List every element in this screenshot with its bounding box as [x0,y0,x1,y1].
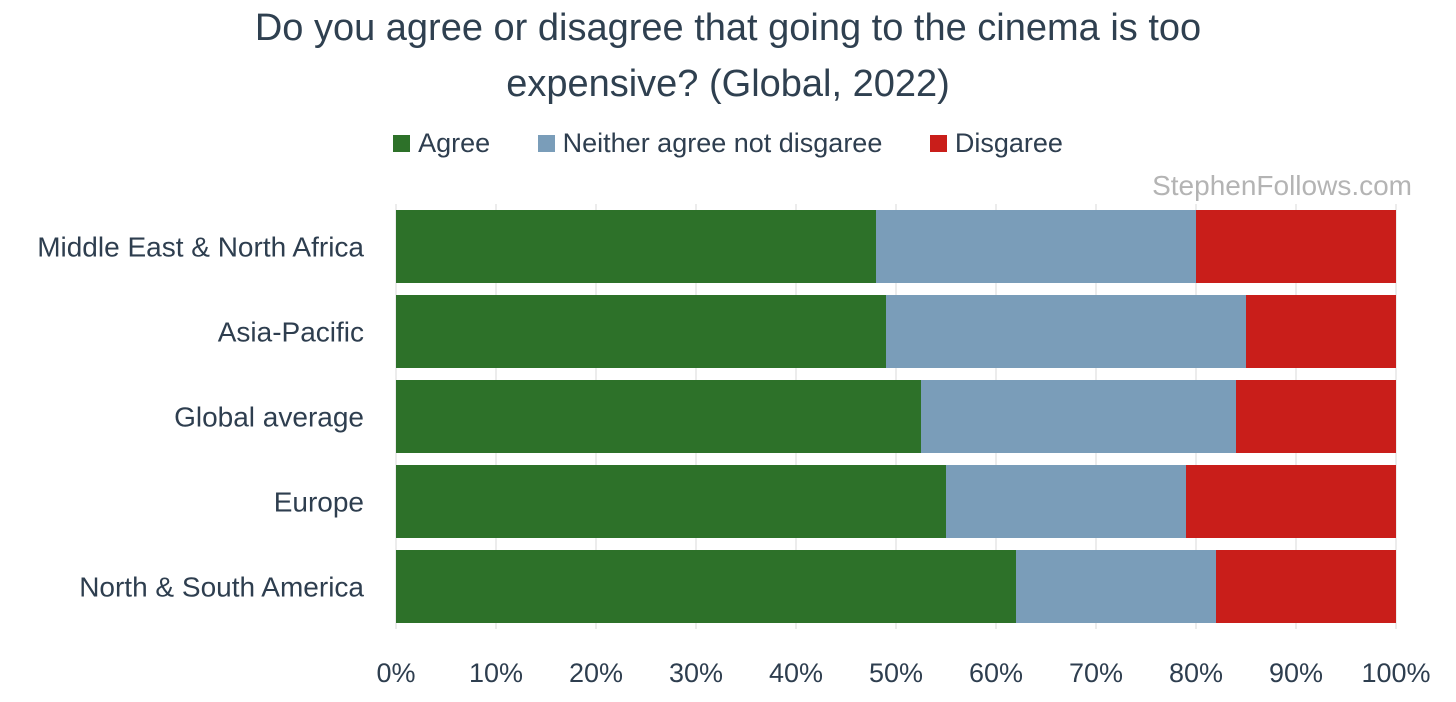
bar-segment [876,210,1196,283]
bar-segment [1016,550,1216,623]
legend-swatch-agree [393,135,411,152]
legend-swatch-disagree [929,135,947,152]
legend-item-agree: Agree [393,128,490,159]
chart-title: Do you agree or disagree that going to t… [0,0,1456,112]
bar-segment [886,295,1246,368]
x-tick-label: 80% [1169,658,1223,688]
chart-title-line-1: Do you agree or disagree that going to t… [254,7,1202,49]
category-label: Middle East & North Africa [37,232,364,263]
x-tick-label: 70% [1069,658,1123,688]
watermark: StephenFollows.com [1152,170,1412,201]
bar-segment [396,295,886,368]
bar-segment [1196,210,1396,283]
legend-item-disagree: Disgaree [929,128,1063,159]
x-tick-label: 50% [869,658,923,688]
legend-label-agree: Agree [418,128,491,158]
x-tick-label: 20% [569,658,623,688]
category-label: Global average [174,402,364,433]
bar-segment [946,465,1186,538]
bar-segment [396,380,921,453]
bar-segment [1246,295,1396,368]
category-label: Asia-Pacific [218,317,364,348]
bar-segment [396,550,1016,623]
category-label: North & South America [79,572,364,603]
x-tick-label: 90% [1269,658,1323,688]
chart-title-line-2: expensive? (Global, 2022) [506,63,950,105]
bar-segment [1186,465,1396,538]
legend-swatch-neither [537,135,555,152]
x-tick-label: 0% [376,658,415,688]
legend-label-disagree: Disgaree [954,128,1063,158]
category-label: Europe [274,487,364,518]
x-tick-label: 10% [469,658,523,688]
bar-segment [921,380,1236,453]
legend-label-neither: Neither agree not disgaree [562,128,883,158]
bar-segment [1216,550,1396,623]
legend-item-neither: Neither agree not disgaree [537,128,883,159]
bar-segment [1236,380,1396,453]
x-tick-label: 60% [969,658,1023,688]
bar-segment [396,465,946,538]
x-tick-label: 30% [669,658,723,688]
x-tick-label: 40% [769,658,823,688]
chart-legend: Agree Neither agree not disgaree Disgare… [0,128,1456,159]
bar-segment [396,210,876,283]
x-tick-label: 100% [1361,658,1430,688]
